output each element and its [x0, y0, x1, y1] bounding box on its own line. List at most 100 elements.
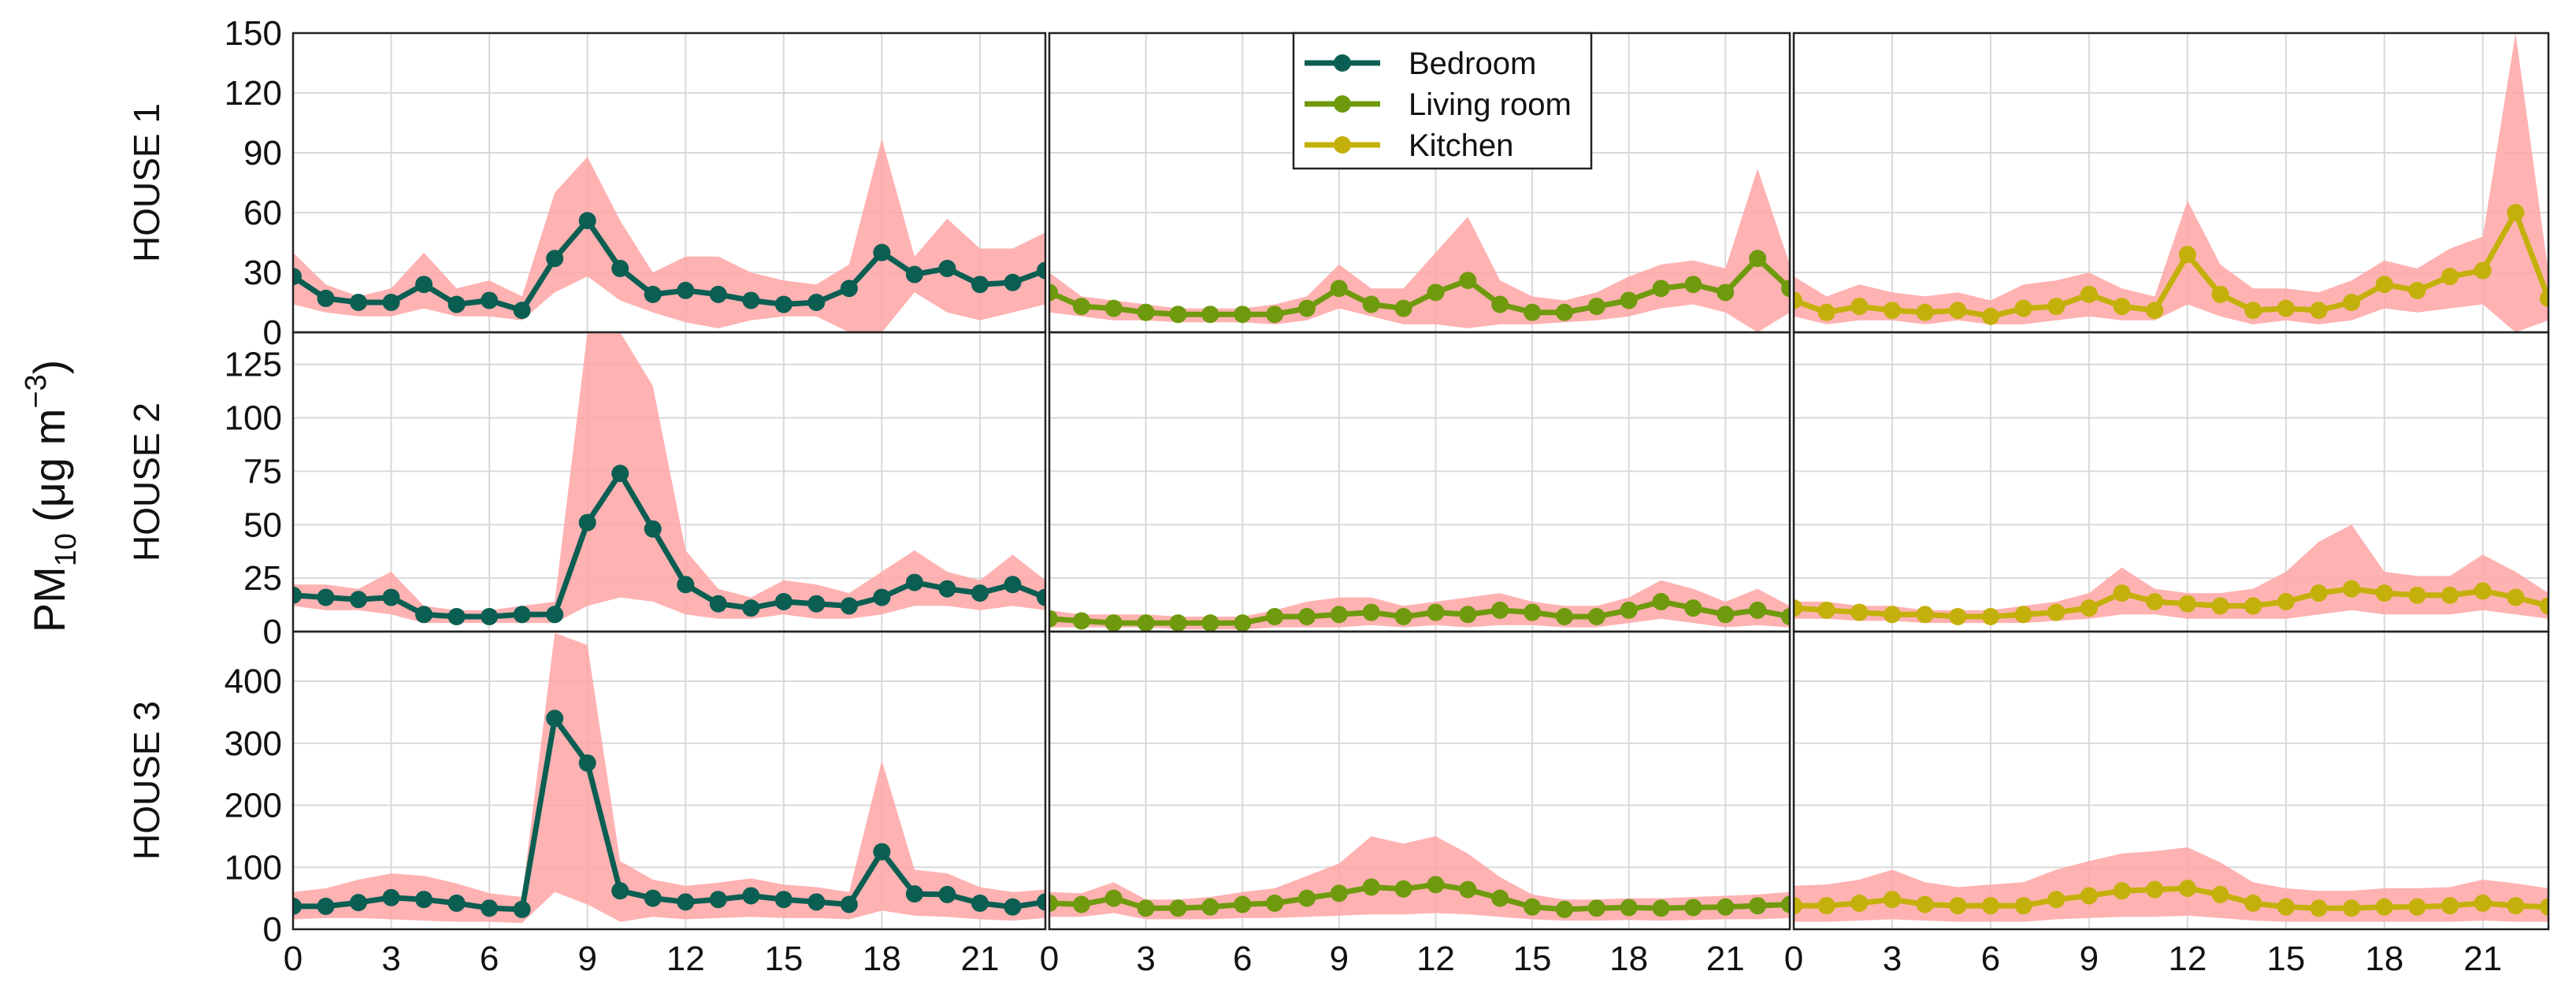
data-point: [513, 900, 531, 918]
x-tick-label: 18: [2365, 939, 2403, 978]
x-tick-label: 12: [1416, 939, 1455, 978]
data-point: [1072, 298, 1090, 316]
data-point: [1427, 603, 1445, 621]
data-point: [1330, 280, 1348, 298]
data-point: [1491, 889, 1509, 907]
data-point: [1049, 284, 1058, 302]
data-point: [2211, 885, 2229, 903]
data-point: [481, 608, 499, 625]
data-point: [2014, 606, 2032, 624]
data-point: [677, 893, 695, 911]
plot-area: [293, 632, 1045, 924]
data-point: [2014, 897, 2032, 915]
data-point: [2113, 298, 2131, 316]
data-point: [1620, 291, 1638, 309]
data-point: [905, 265, 923, 284]
data-point: [2047, 891, 2066, 909]
data-point: [2310, 899, 2328, 917]
x-tick-label: 0: [284, 939, 303, 978]
data-point: [1717, 898, 1735, 916]
data-point: [447, 608, 466, 625]
data-point: [2047, 603, 2066, 621]
panel-house-2-bedroom: [291, 331, 1047, 633]
x-tick-label: 18: [1609, 939, 1648, 978]
plot-area: [1049, 580, 1790, 632]
data-point: [1266, 608, 1284, 625]
data-point: [2080, 285, 2098, 303]
data-point: [1201, 614, 1219, 632]
data-point: [1427, 876, 1445, 894]
data-point: [1850, 894, 1869, 912]
data-point: [774, 295, 792, 313]
data-point: [2540, 898, 2548, 916]
data-point: [1817, 897, 1835, 915]
range-band: [293, 632, 1045, 924]
range-band: [1049, 169, 1790, 332]
x-tick-label: 6: [1233, 939, 1252, 978]
data-point: [1652, 280, 1670, 298]
y-tick-label: 400: [225, 662, 282, 701]
data-point: [905, 573, 923, 591]
data-point: [513, 302, 531, 320]
panel-house-3-living-room: [1048, 630, 1791, 931]
data-point: [546, 250, 564, 268]
range-band: [1049, 836, 1790, 921]
y-tick-label: 200: [225, 787, 282, 825]
data-point: [677, 576, 695, 594]
x-tick-label: 6: [480, 939, 499, 978]
plot-area: [1049, 169, 1790, 332]
data-point: [1949, 302, 1967, 320]
data-point: [2343, 294, 2361, 311]
data-point: [2211, 597, 2229, 615]
data-point: [1330, 884, 1348, 902]
data-point: [873, 243, 891, 261]
data-point: [2080, 599, 2098, 617]
data-point: [2375, 898, 2393, 916]
data-point: [1717, 606, 1735, 624]
panel-house-1-bedroom: [291, 32, 1047, 334]
x-tick-label: 21: [960, 939, 999, 978]
data-point: [2277, 299, 2295, 317]
data-point: [644, 520, 662, 538]
plot-area: [1794, 847, 2548, 922]
data-point: [382, 588, 400, 606]
legend-entry-bedroom: Bedroom: [1305, 46, 1536, 81]
data-point: [382, 888, 400, 906]
data-point: [2277, 593, 2295, 610]
y-tick-label: 50: [243, 506, 282, 544]
data-point: [1883, 891, 1901, 909]
data-point: [2244, 894, 2262, 912]
data-point: [677, 281, 695, 299]
data-point: [938, 259, 956, 277]
data-point: [873, 588, 891, 606]
x-tick-label: 9: [2080, 939, 2099, 978]
data-point: [1297, 608, 1316, 625]
plot-area: [293, 139, 1045, 332]
data-point: [1794, 897, 1802, 915]
y-axis-title-close: ): [24, 360, 74, 375]
data-point: [971, 276, 989, 294]
x-tick-label: 9: [1330, 939, 1349, 978]
data-point: [1394, 299, 1412, 317]
data-point: [2113, 882, 2131, 900]
data-point: [1587, 608, 1605, 625]
y-tick-label: 75: [243, 452, 282, 491]
data-point: [2408, 281, 2426, 299]
data-point: [2178, 246, 2196, 264]
data-point: [1004, 898, 1022, 916]
plot-area: [1794, 33, 2548, 332]
data-point: [2047, 298, 2066, 316]
data-point: [2178, 880, 2196, 898]
data-point: [2014, 299, 2032, 317]
data-point: [513, 606, 531, 624]
x-tick-label: 18: [863, 939, 901, 978]
data-point: [1072, 612, 1090, 630]
data-point: [1104, 299, 1123, 317]
y-tick-label: 0: [263, 910, 282, 949]
data-point: [2507, 204, 2525, 221]
data-point: [1949, 608, 1967, 625]
range-band: [1794, 847, 2548, 922]
data-point: [1234, 895, 1252, 914]
y-tick-label: 30: [243, 254, 282, 292]
